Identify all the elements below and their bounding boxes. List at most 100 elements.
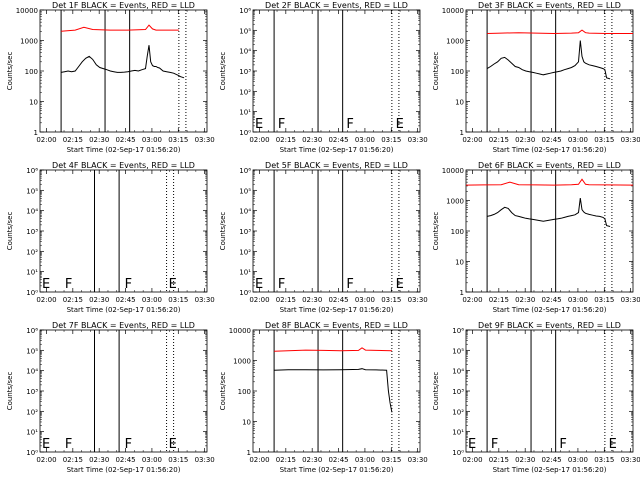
y-tick-label: 10³	[26, 228, 38, 236]
x-tick-label: 03:15	[168, 136, 188, 144]
events-series-line	[274, 368, 393, 413]
y-tick-label: 10⁴	[452, 368, 464, 376]
y-tick-label: 1	[460, 129, 464, 137]
lld-series-line	[465, 178, 634, 186]
y-tick-label: 10³	[452, 388, 464, 396]
x-tick-label: 03:00	[568, 456, 588, 464]
panel-det-6: Det 6F BLACK = Events, RED = LLD 1 10 100 10…	[432, 161, 640, 314]
panel-det-3: Det 3F BLACK = Events, RED = LLD 1 10 100 10…	[432, 1, 640, 154]
x-tick-label: 02:30	[302, 296, 322, 304]
y-tick-label: 10²	[26, 248, 38, 256]
y-tick-label: 10³	[26, 388, 38, 396]
panel-det-9: Det 9F BLACK = Events, RED = LLD 10⁰ 10¹ 10…	[432, 321, 640, 474]
marker-label: F	[491, 437, 498, 452]
x-tick-label: 02:30	[515, 136, 535, 144]
y-tick-label: 10000	[229, 327, 251, 335]
y-tick-label: 10⁶	[26, 167, 38, 175]
x-tick-label: 02:30	[89, 296, 109, 304]
panel-det-5: Det 5F BLACK = Events, RED = LLD 10⁰ 10¹ 10…	[219, 161, 428, 314]
events-series-line	[486, 198, 611, 227]
y-tick-label: 10⁰	[26, 289, 38, 297]
y-tick-label: 10⁰	[239, 289, 251, 297]
x-tick-label: 02:30	[89, 136, 109, 144]
x-tick-label: 03:00	[568, 296, 588, 304]
y-tick-label: 10¹	[239, 109, 251, 117]
y-axis-label: Counts/sec	[6, 212, 14, 251]
panel-det-8: Det 8F BLACK = Events, RED = LLD 1 10 100 10…	[219, 321, 428, 474]
x-tick-label: 02:45	[328, 136, 348, 144]
y-axis-label: Counts/sec	[219, 372, 227, 411]
y-tick-label: 10	[29, 99, 38, 107]
x-tick-label: 03:30	[195, 456, 215, 464]
y-tick-label: 1000	[20, 38, 38, 46]
plot-frame	[465, 9, 634, 133]
plot-frame	[252, 9, 421, 133]
y-tick-label: 10²	[452, 408, 464, 416]
marker-label: F	[65, 277, 72, 292]
y-tick-label: 10⁴	[239, 48, 251, 56]
x-tick-label: 02:45	[115, 456, 135, 464]
y-tick-label: 10⁵	[239, 187, 251, 195]
x-tick-label: 02:45	[541, 456, 561, 464]
marker-label: F	[346, 277, 353, 292]
y-tick-label: 10¹	[26, 269, 38, 277]
y-axis-label: Counts/sec	[432, 372, 440, 411]
x-tick-label: 02:45	[328, 296, 348, 304]
x-tick-label: 02:45	[115, 296, 135, 304]
y-tick-label: 10000	[442, 167, 464, 175]
x-tick-label: 03:30	[195, 296, 215, 304]
x-tick-label: 03:00	[142, 456, 162, 464]
x-axis-label: Start Time (02-Sep-17 01:56:20)	[67, 466, 181, 474]
x-tick-label: 02:00	[249, 456, 269, 464]
x-tick-label: 03:00	[568, 136, 588, 144]
x-tick-label: 02:45	[115, 136, 135, 144]
y-tick-label: 10⁶	[239, 167, 251, 175]
x-tick-label: 02:00	[36, 296, 56, 304]
y-tick-label: 10⁶	[26, 327, 38, 335]
x-tick-label: 03:15	[381, 296, 401, 304]
panel-title: Det 5F BLACK = Events, RED = LLD	[265, 161, 408, 170]
marker-label: E	[255, 117, 263, 132]
x-tick-label: 03:00	[355, 136, 375, 144]
x-axis-label: Start Time (02-Sep-17 01:56:20)	[493, 146, 607, 154]
y-tick-label: 1	[247, 449, 251, 457]
x-tick-label: 02:00	[36, 456, 56, 464]
y-tick-label: 10²	[26, 408, 38, 416]
x-tick-label: 02:15	[489, 296, 509, 304]
y-tick-label: 1000	[446, 38, 464, 46]
panel-title: Det 7F BLACK = Events, RED = LLD	[52, 321, 195, 330]
panel-title: Det 1F BLACK = Events, RED = LLD	[52, 1, 195, 10]
x-tick-label: 03:30	[408, 136, 428, 144]
panel-title: Det 3F BLACK = Events, RED = LLD	[478, 1, 621, 10]
x-tick-label: 03:30	[408, 456, 428, 464]
plot-frame	[39, 169, 208, 293]
y-axis-label: Counts/sec	[219, 52, 227, 91]
marker-label: E	[609, 437, 617, 452]
y-tick-label: 10³	[239, 228, 251, 236]
y-tick-label: 10⁴	[26, 368, 38, 376]
y-tick-label: 10³	[239, 68, 251, 76]
marker-label: F	[278, 277, 285, 292]
x-tick-label: 02:15	[63, 456, 83, 464]
panel-det-7: Det 7F BLACK = Events, RED = LLD 10⁰ 10¹ 10…	[6, 321, 215, 474]
y-tick-label: 10⁰	[452, 449, 464, 457]
lld-series-line	[61, 24, 179, 32]
plot-frame	[465, 169, 634, 293]
x-tick-label: 03:15	[594, 296, 614, 304]
x-axis-label: Start Time (02-Sep-17 01:56:20)	[67, 146, 181, 154]
y-axis-label: Counts/sec	[432, 52, 440, 91]
y-tick-label: 10⁴	[239, 208, 251, 216]
x-tick-label: 02:15	[276, 136, 296, 144]
panel-det-4: Det 4F BLACK = Events, RED = LLD 10⁰ 10¹ 10…	[6, 161, 215, 314]
plot-frame	[465, 329, 634, 453]
x-tick-label: 02:15	[276, 296, 296, 304]
marker-label: E	[396, 117, 404, 132]
y-tick-label: 100	[238, 388, 251, 396]
x-axis-label: Start Time (02-Sep-17 01:56:20)	[280, 466, 394, 474]
x-tick-label: 02:30	[515, 456, 535, 464]
marker-label: F	[559, 437, 566, 452]
y-tick-label: 1	[460, 289, 464, 297]
x-tick-label: 02:30	[89, 456, 109, 464]
y-tick-label: 10⁵	[452, 347, 464, 355]
x-tick-label: 03:30	[621, 456, 640, 464]
